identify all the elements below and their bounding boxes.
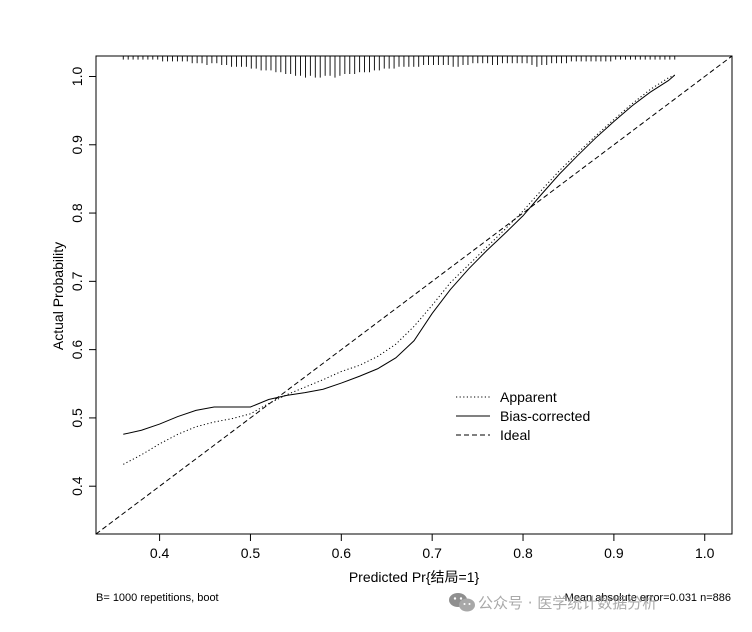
series-line-ideal — [96, 56, 732, 534]
y-tick-label: 0.7 — [69, 271, 85, 291]
wechat-icon — [449, 593, 475, 612]
x-tick-label: 0.9 — [604, 545, 624, 561]
legend-label-bias-corrected: Bias-corrected — [500, 408, 590, 424]
series-line-bias-corrected — [123, 74, 676, 435]
x-tick-label: 0.5 — [241, 545, 261, 561]
y-axis-label: Actual Probability — [50, 242, 66, 350]
legend: Apparent Bias-corrected Ideal — [456, 389, 590, 443]
series-layer — [96, 56, 732, 534]
y-tick-label: 0.6 — [69, 340, 85, 360]
legend-label-apparent: Apparent — [500, 389, 557, 405]
y-tick-label: 0.5 — [69, 408, 85, 428]
rug-plot — [122, 56, 676, 78]
footnote-right: Mean absolute error=0.031 n=886 — [565, 592, 731, 604]
y-tick-label: 0.9 — [69, 135, 85, 155]
watermark-text: 公众号 · 医学统计数据分析 — [478, 594, 657, 612]
y-axis: 0.4 0.5 0.6 0.7 0.8 0.9 1.0 — [69, 67, 97, 496]
x-tick-label: 0.6 — [332, 545, 352, 561]
x-tick-label: 0.8 — [513, 545, 533, 561]
x-tick-label: 0.7 — [422, 545, 442, 561]
series-line-apparent — [123, 74, 675, 465]
y-tick-label: 0.8 — [69, 203, 85, 223]
legend-label-ideal: Ideal — [500, 427, 530, 443]
y-tick-label: 0.4 — [69, 476, 85, 496]
y-tick-label: 1.0 — [69, 67, 85, 87]
x-tick-label: 1.0 — [695, 545, 715, 561]
watermark: 公众号 · 医学统计数据分析 — [449, 593, 657, 612]
x-axis-label: Predicted Pr{结局=1} — [349, 569, 480, 585]
footnote-left: B= 1000 repetitions, boot — [96, 592, 219, 604]
x-axis: 0.4 0.5 0.6 0.7 0.8 0.9 1.0 — [150, 533, 715, 561]
x-tick-label: 0.4 — [150, 545, 170, 561]
